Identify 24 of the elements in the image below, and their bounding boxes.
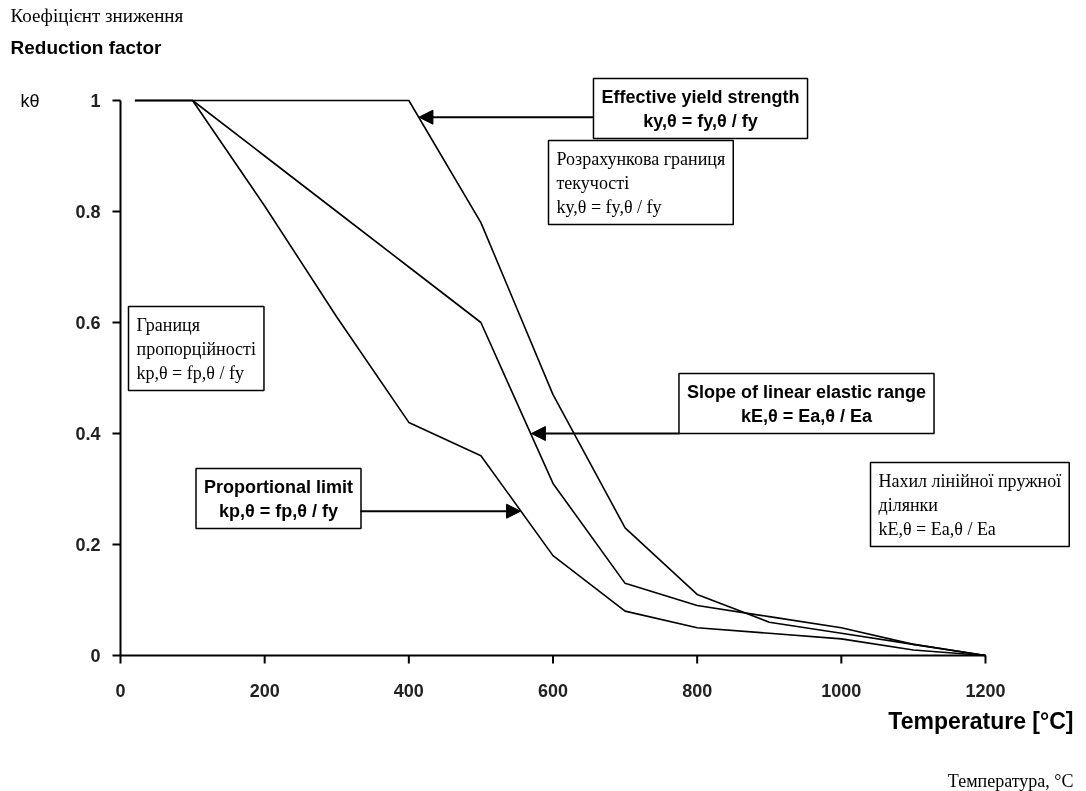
annotation: Slope of linear elastic range kE,θ = Ea,θ / Ea (686, 381, 927, 426)
y-tick-label: 0.4 (75, 424, 101, 444)
annotation: Розрахункова границя текучості ky,θ = fy,θ / fy (556, 148, 726, 217)
x-tick-label: 800 (682, 681, 713, 701)
x-axis-title: Temperature [°C] (888, 707, 1074, 734)
annotation: Границя пропорційності kp,θ = fp,θ / fy (136, 314, 256, 383)
x-tick-label: 600 (537, 681, 569, 701)
x-tick-label: 1200 (965, 681, 1006, 701)
annotation: Нахил лінійної пружної ділянки kE,θ = Ea,θ / Ea (878, 470, 1062, 539)
x-tick-label: 1000 (821, 681, 862, 701)
y-tick-label: 0.6 (75, 313, 101, 333)
y-axis-title: kθ (20, 90, 40, 111)
x-tick-label: 400 (393, 681, 424, 701)
y-tick-label: 0.8 (75, 202, 101, 222)
text: Температура, °C (947, 770, 1074, 791)
chart-title: Коефіцієнт зниження (10, 5, 184, 26)
y-tick-label: 1 (90, 91, 101, 111)
annotation: Effective yield strength ky,θ = fy,θ / fy (601, 86, 800, 131)
x-tick-label: 0 (115, 681, 126, 701)
x-tick-label: 200 (249, 681, 280, 701)
chart-subtitle: Reduction factor (10, 37, 163, 58)
y-tick-label: 0 (90, 646, 101, 666)
annotation: Proportional limit kp,θ = fp,θ / fy (204, 476, 354, 521)
y-tick-label: 0.2 (75, 535, 101, 555)
